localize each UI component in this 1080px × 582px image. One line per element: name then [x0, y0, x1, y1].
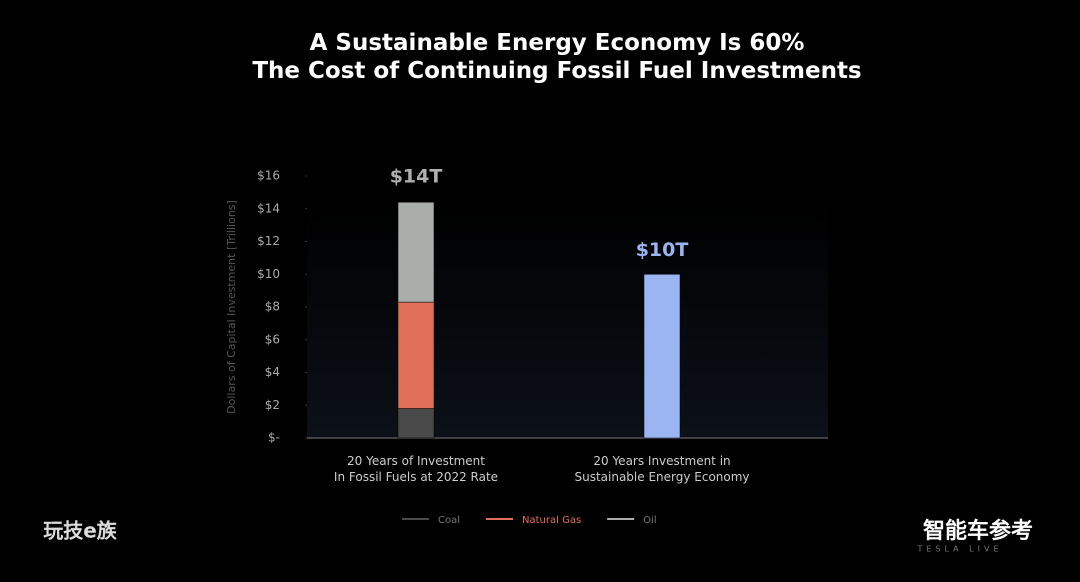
y-tick-label: $-: [268, 431, 280, 445]
legend-label: Oil: [643, 515, 656, 526]
y-tick-label: $6: [265, 332, 280, 346]
value-label: $10T: [636, 239, 689, 261]
annotation: $14T: [390, 166, 443, 188]
bar-segment: [397, 201, 435, 303]
bar-segment: [397, 408, 435, 439]
y-tick-label: $2: [265, 398, 280, 412]
bar-segment: [643, 274, 681, 439]
bar-segment: [397, 301, 435, 409]
y-tick-label: $12: [257, 234, 280, 248]
legend-label: Natural Gas: [522, 515, 581, 526]
legend-label: Coal: [438, 515, 460, 526]
chart-title: A Sustainable Energy Economy Is 60% The C…: [252, 30, 861, 84]
x-tick-label: 20 Years of Investment In Fossil Fuels at…: [334, 454, 498, 484]
y-tick-label: $4: [265, 365, 280, 379]
y-tick-label: $14: [257, 201, 280, 215]
watermark: TESLA LIVE: [916, 545, 1002, 554]
watermark: 智能车参考: [923, 518, 1033, 544]
x-tick-label: 20 Years Investment in Sustainable Energy…: [574, 454, 749, 484]
y-axis-label: Dollars of Capital Investment [Trillions…: [225, 200, 238, 414]
watermark: 玩技e族: [43, 519, 118, 543]
y-tick-label: $8: [265, 300, 280, 314]
plot-area: [307, 200, 828, 438]
y-tick-label: $10: [257, 267, 280, 281]
y-tick-label: $16: [257, 169, 280, 183]
